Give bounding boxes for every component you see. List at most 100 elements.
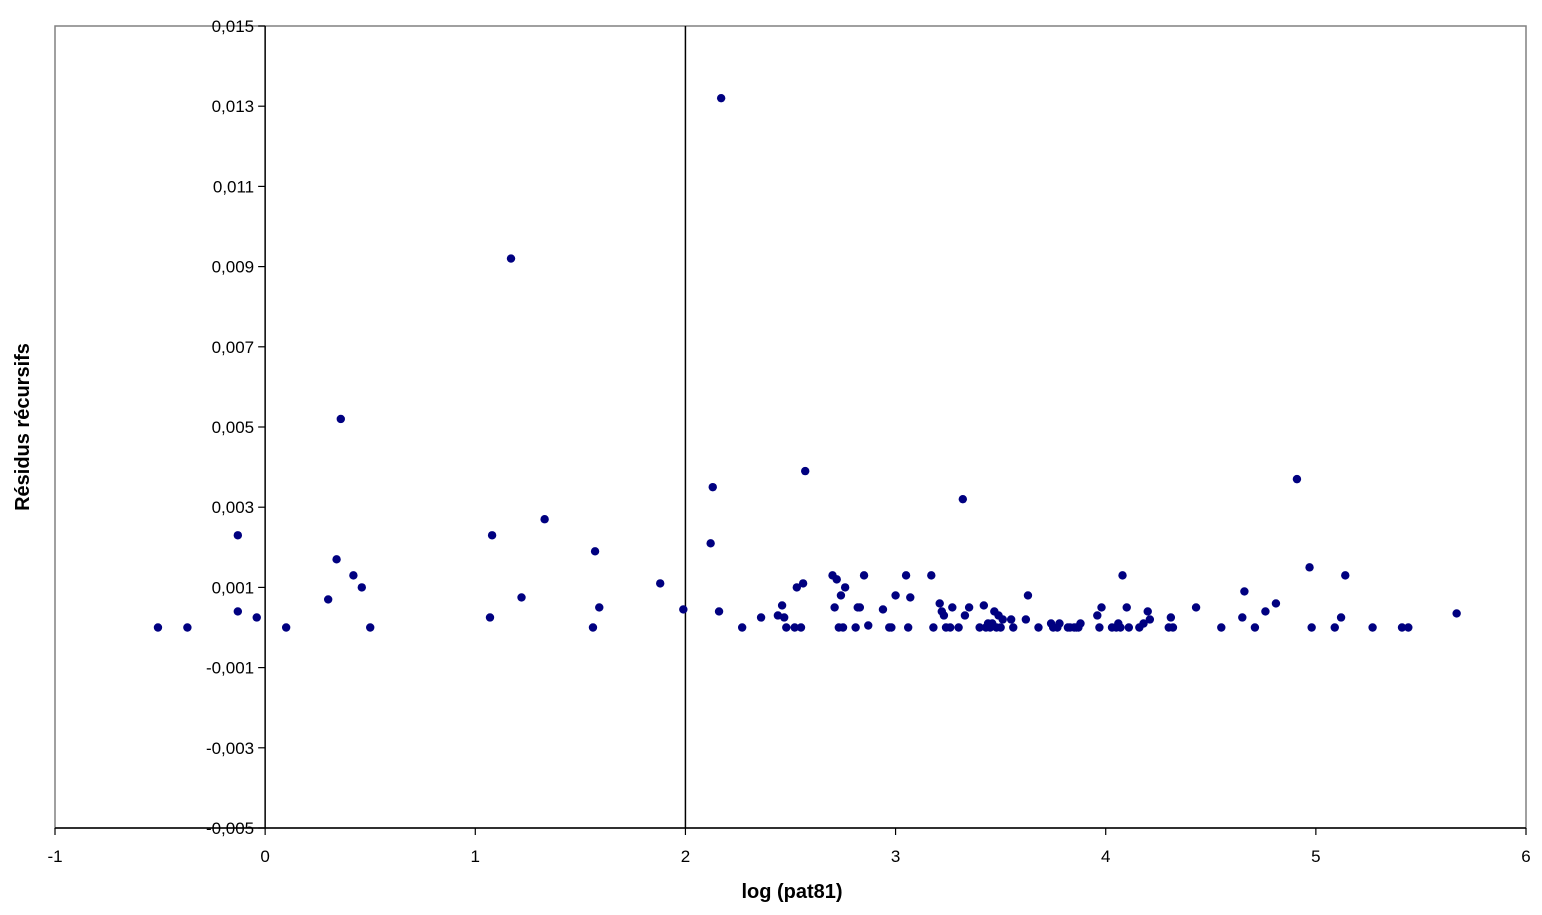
data-point xyxy=(1292,474,1302,484)
data-point xyxy=(1118,571,1127,580)
data-point xyxy=(859,571,869,580)
data-point xyxy=(832,575,841,584)
data-point xyxy=(975,623,984,632)
data-point xyxy=(801,466,810,476)
data-point xyxy=(487,531,497,540)
data-point xyxy=(878,605,888,614)
data-point xyxy=(1330,623,1339,632)
data-point xyxy=(1397,623,1407,632)
data-point xyxy=(485,613,495,622)
data-point xyxy=(1097,603,1106,612)
data-point xyxy=(1145,615,1155,624)
data-point xyxy=(996,623,1005,632)
data-point xyxy=(233,531,243,540)
data-point xyxy=(336,414,345,424)
data-point xyxy=(349,571,358,580)
data-point xyxy=(1271,599,1281,608)
y-tick-label: 0,003 xyxy=(212,498,255,517)
data-point xyxy=(777,601,787,610)
data-point xyxy=(979,601,989,610)
data-point xyxy=(935,599,944,608)
data-point xyxy=(830,603,839,612)
x-tick-label: -1 xyxy=(47,847,62,866)
data-point xyxy=(838,623,848,632)
data-point xyxy=(708,482,717,492)
data-point xyxy=(958,494,968,504)
data-point xyxy=(1034,623,1043,632)
data-point xyxy=(706,539,715,548)
data-point xyxy=(779,613,789,622)
y-tick-label: 0,013 xyxy=(212,97,255,116)
data-point xyxy=(1341,571,1350,580)
x-axis-title: log (pat81) xyxy=(741,881,842,903)
data-point xyxy=(1168,623,1178,632)
data-point xyxy=(233,607,243,616)
data-point xyxy=(281,623,291,632)
x-tick-label: 0 xyxy=(260,847,269,866)
data-point xyxy=(366,623,375,632)
data-point xyxy=(1009,623,1018,632)
y-axis-title: Résidus récursifs xyxy=(12,343,34,511)
data-point xyxy=(1139,619,1148,628)
data-point xyxy=(1404,623,1413,632)
data-point xyxy=(1238,613,1247,622)
data-point xyxy=(595,603,604,612)
data-point xyxy=(756,613,766,622)
data-point xyxy=(540,515,549,524)
y-tick-label: 0,007 xyxy=(212,338,255,357)
data-point xyxy=(906,593,915,602)
data-point xyxy=(332,555,341,564)
data-point xyxy=(796,623,806,632)
x-tick-label: 2 xyxy=(681,847,690,866)
data-point xyxy=(714,607,724,616)
data-point xyxy=(1240,587,1249,596)
data-point xyxy=(954,623,963,632)
y-tick-label: -0,003 xyxy=(206,739,254,758)
data-point xyxy=(716,93,726,103)
data-point xyxy=(323,595,333,604)
data-point xyxy=(901,571,911,580)
data-point xyxy=(773,611,783,620)
data-point xyxy=(252,613,261,622)
x-tick-label: 5 xyxy=(1311,847,1320,866)
data-point xyxy=(679,605,688,614)
x-axis: -1 0 1 2 3 4 5 6 xyxy=(47,827,1531,866)
data-point xyxy=(1217,623,1226,632)
data-point xyxy=(782,623,791,632)
data-point xyxy=(506,254,516,263)
data-point xyxy=(1191,603,1201,612)
data-point xyxy=(1166,613,1176,622)
data-point xyxy=(1095,623,1104,632)
data-point xyxy=(946,623,955,632)
x-tick-label: 1 xyxy=(471,847,480,866)
data-point xyxy=(1021,615,1031,624)
data-point xyxy=(1122,603,1131,612)
data-point xyxy=(929,623,938,632)
data-point xyxy=(1076,619,1085,628)
data-point xyxy=(1305,563,1314,572)
data-point xyxy=(792,583,802,592)
data-point xyxy=(851,623,860,632)
data-point xyxy=(1055,619,1064,628)
data-point xyxy=(1124,623,1134,632)
data-point xyxy=(960,611,970,620)
x-tick-label: 3 xyxy=(891,847,900,866)
y-tick-label: 0,005 xyxy=(212,418,255,437)
data-point xyxy=(840,583,850,592)
data-point xyxy=(588,623,598,632)
data-point xyxy=(357,583,367,592)
data-point xyxy=(903,623,913,632)
data-point xyxy=(864,621,873,630)
data-point xyxy=(836,591,846,600)
plot-area-frame xyxy=(54,25,1527,829)
data-point xyxy=(1143,607,1152,616)
data-point xyxy=(1336,613,1346,622)
data-point xyxy=(153,623,163,632)
x-tick-label: 6 xyxy=(1521,847,1530,866)
data-point xyxy=(1452,609,1461,618)
y-tick-label: 0,009 xyxy=(212,258,255,277)
data-point xyxy=(737,623,747,632)
x-tick-label: 4 xyxy=(1101,847,1110,866)
data-point xyxy=(590,547,600,556)
